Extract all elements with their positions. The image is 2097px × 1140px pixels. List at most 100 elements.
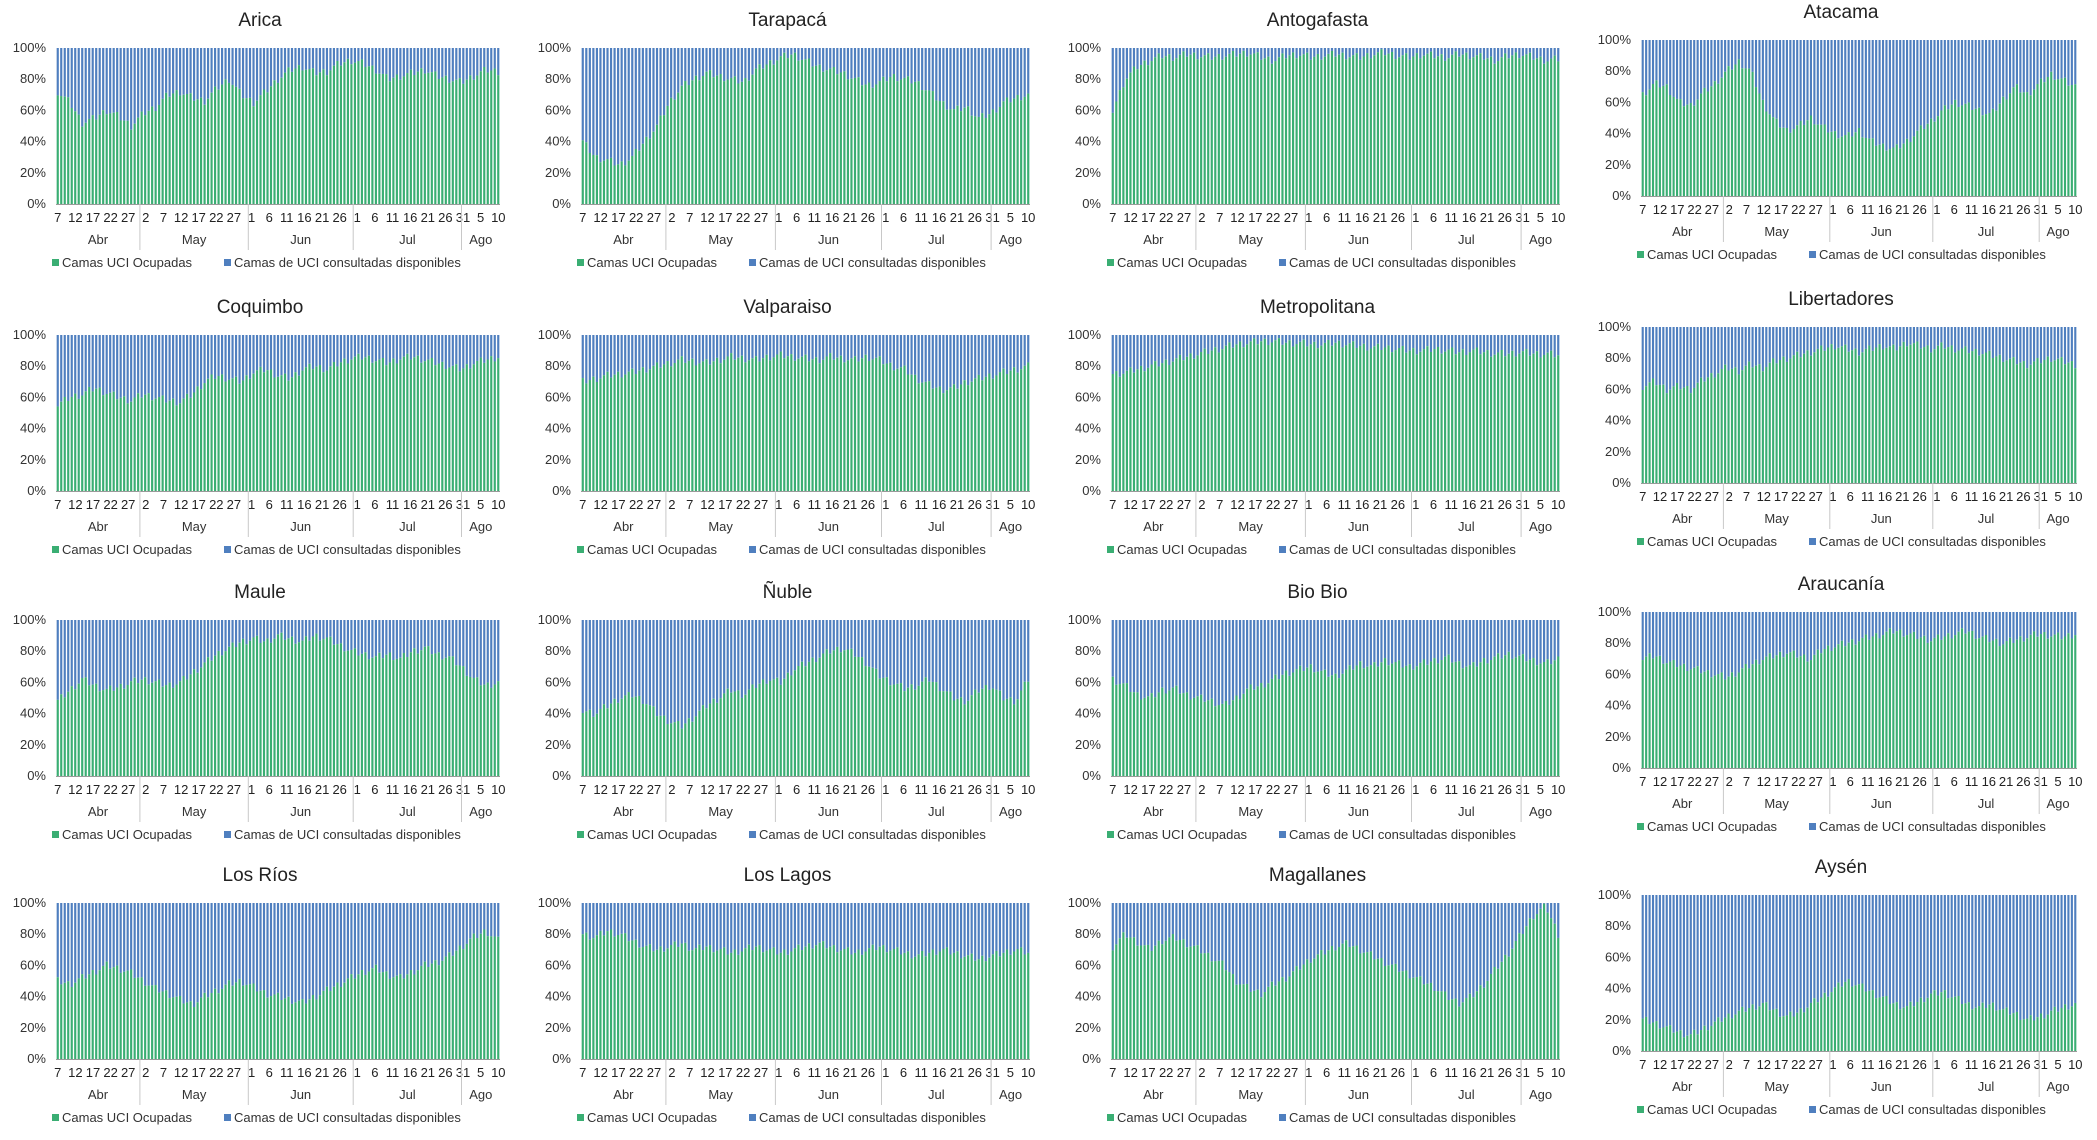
bar-occupied	[1720, 1021, 1723, 1051]
bar-available	[381, 903, 384, 973]
bar-available	[367, 335, 370, 356]
bar-occupied	[1238, 341, 1242, 491]
bar-available	[1362, 48, 1365, 57]
bar-available	[1785, 612, 1788, 654]
bar-available	[74, 620, 77, 690]
bar-occupied	[1161, 687, 1164, 776]
bar-occupied	[723, 81, 726, 204]
month-label: May	[1238, 1087, 1263, 1102]
bar-available	[2026, 327, 2029, 369]
x-tick-label: 17	[1670, 1057, 1684, 1072]
bar-occupied	[217, 650, 220, 776]
bar-occupied	[203, 992, 206, 1059]
bar-available	[186, 903, 189, 1003]
bar-occupied	[800, 59, 804, 205]
bar-occupied	[687, 85, 690, 204]
bar-occupied	[378, 972, 381, 1059]
bar-occupied	[701, 361, 705, 491]
month-label: Abr	[613, 1087, 634, 1102]
bar-occupied	[1465, 666, 1468, 776]
x-tick-label: 26	[2016, 1057, 2030, 1072]
bar-occupied	[995, 689, 998, 776]
bar-occupied	[252, 983, 255, 1059]
bar-available	[1943, 612, 1946, 637]
bar-available	[1686, 327, 1689, 387]
y-tick-label: 100%	[1598, 319, 1632, 334]
x-tick-label: 16	[1462, 1065, 1476, 1080]
bar-available	[1669, 40, 1672, 95]
bar-occupied	[1412, 56, 1415, 204]
bar-occupied	[1710, 1025, 1713, 1051]
bar-occupied	[733, 949, 736, 1059]
bar-occupied	[1662, 384, 1665, 483]
bar-available	[1366, 620, 1369, 667]
bar-occupied	[797, 944, 800, 1059]
bar-available	[779, 48, 782, 57]
x-tick-label: 5	[2054, 489, 2061, 504]
bar-occupied	[1528, 918, 1532, 1059]
y-tick-label: 80%	[545, 71, 571, 86]
bar-available	[91, 620, 94, 685]
bar-available	[1380, 620, 1383, 663]
bar-available	[255, 620, 259, 636]
bar-occupied	[220, 84, 224, 204]
bar-occupied	[606, 931, 609, 1059]
bar-occupied	[1224, 700, 1227, 776]
bar-occupied	[1122, 932, 1125, 1059]
legend-label-occupied: Camas UCI Ocupadas	[62, 1110, 193, 1125]
bar-occupied	[659, 946, 662, 1059]
bar-available	[210, 620, 213, 661]
bar-available	[255, 335, 259, 371]
bar-available	[490, 903, 493, 937]
bar-occupied	[1679, 389, 1682, 483]
bar-occupied	[1700, 93, 1703, 196]
bar-occupied	[1724, 1017, 1727, 1051]
bar-occupied	[860, 85, 864, 204]
bar-occupied	[2005, 1007, 2008, 1051]
x-tick-label: 27	[1177, 210, 1191, 225]
bar-available	[1362, 903, 1365, 953]
bar-available	[811, 335, 814, 360]
bar-available	[772, 335, 775, 358]
bar-available	[1799, 612, 1802, 657]
bar-available	[486, 335, 489, 360]
bar-occupied	[609, 929, 613, 1059]
bar-occupied	[1295, 58, 1298, 205]
bar-occupied	[402, 76, 405, 204]
bar-available	[465, 335, 468, 365]
bar-occupied	[304, 636, 308, 776]
bar-occupied	[896, 947, 899, 1059]
bar-occupied	[172, 997, 175, 1059]
bar-occupied	[1950, 997, 1953, 1051]
bar-occupied	[1820, 653, 1823, 768]
bar-occupied	[1337, 340, 1341, 491]
bar-occupied	[1651, 658, 1655, 768]
bar-available	[687, 48, 690, 86]
x-tick-label: 5	[477, 782, 484, 797]
bar-occupied	[1875, 998, 1878, 1051]
bar-available	[130, 903, 133, 970]
x-tick-label: 27	[754, 1065, 768, 1080]
legend: Camas UCI Ocupadas Camas de UCI consultad…	[1637, 534, 2046, 549]
bar-available	[416, 620, 419, 654]
legend-label-available: Camas de UCI consultadas disponibles	[1289, 542, 1516, 557]
bar-occupied	[921, 681, 924, 776]
bar-occupied	[1885, 996, 1888, 1051]
bar-occupied	[1751, 1004, 1754, 1051]
bar-occupied	[1521, 55, 1524, 205]
bar-occupied	[203, 662, 206, 776]
bar-occupied	[1981, 115, 1984, 196]
bar-available	[896, 48, 899, 82]
x-tick-label: 21	[950, 210, 964, 225]
bar-occupied	[1415, 977, 1418, 1059]
x-tick-label: 21	[1373, 782, 1387, 797]
bar-occupied	[123, 971, 126, 1059]
bar-occupied	[751, 684, 754, 776]
bar-available	[1475, 903, 1479, 992]
bar-available	[822, 620, 825, 654]
bar-occupied	[1940, 342, 1943, 483]
bar-occupied	[2053, 360, 2056, 483]
bar-available	[1954, 895, 1957, 997]
bar-available	[1936, 40, 1940, 117]
bar-available	[1288, 620, 1291, 676]
